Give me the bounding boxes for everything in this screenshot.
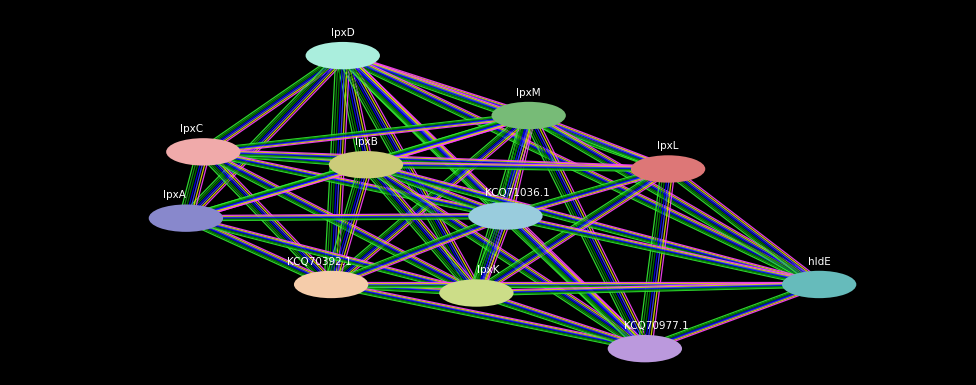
Text: KCQ71036.1: KCQ71036.1 (485, 188, 549, 198)
Circle shape (305, 42, 380, 69)
Circle shape (166, 138, 240, 166)
Circle shape (630, 155, 706, 182)
Text: lpxM: lpxM (516, 87, 541, 97)
Text: lpxB: lpxB (354, 137, 378, 147)
Text: lpxK: lpxK (476, 265, 500, 275)
Circle shape (439, 280, 513, 307)
Text: KCQ70392.1: KCQ70392.1 (287, 256, 352, 266)
Text: lpxL: lpxL (658, 141, 679, 151)
Circle shape (294, 271, 368, 298)
Circle shape (329, 151, 403, 178)
Text: lpxA: lpxA (163, 190, 185, 200)
Circle shape (782, 271, 856, 298)
Circle shape (608, 335, 682, 362)
Text: KCQ70977.1: KCQ70977.1 (624, 321, 689, 331)
Text: lpxC: lpxC (181, 124, 203, 134)
Circle shape (148, 204, 224, 232)
Text: lpxD: lpxD (331, 28, 354, 38)
Circle shape (468, 203, 543, 230)
Circle shape (492, 102, 566, 129)
Text: hldE: hldE (808, 256, 831, 266)
